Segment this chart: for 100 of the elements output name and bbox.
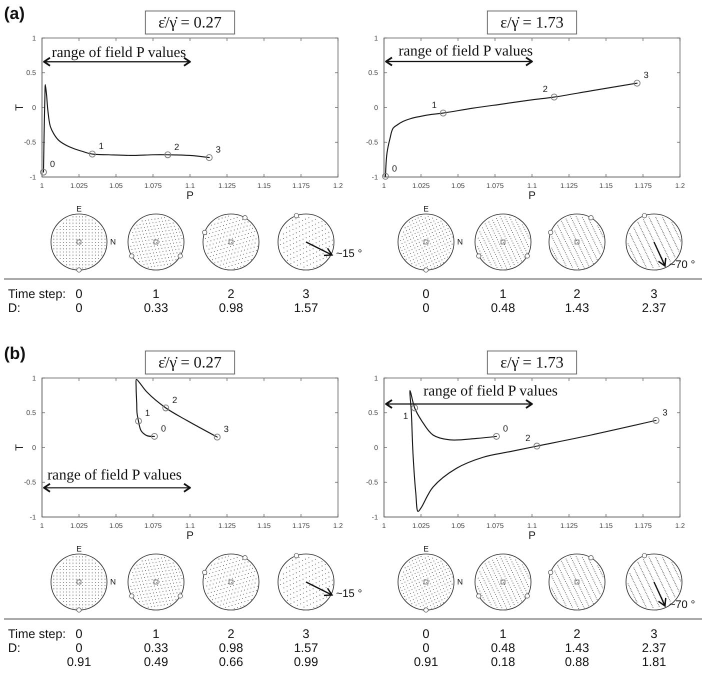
annotation: range of field P values	[423, 383, 558, 400]
text: 3	[302, 627, 310, 641]
point	[382, 172, 389, 180]
text: Time step:	[8, 627, 66, 641]
text: 0	[76, 627, 83, 641]
text: 2	[574, 287, 581, 301]
annotation: 0	[502, 423, 508, 434]
text: 1	[152, 287, 160, 301]
text: E	[423, 544, 429, 554]
annotation: 3	[644, 70, 649, 80]
annotation: 0	[392, 163, 397, 174]
annotation: range of field P values	[52, 45, 186, 62]
y-axis-title: T	[14, 104, 26, 111]
point	[40, 168, 47, 176]
x-axis-title: P	[528, 530, 536, 542]
text: 3	[650, 627, 658, 641]
text: N	[110, 578, 116, 586]
text: 0	[76, 641, 83, 655]
annotation: 2	[525, 433, 530, 444]
annotation: 2	[172, 394, 178, 405]
y-axis-title: T	[14, 444, 26, 451]
annotation: 3	[216, 144, 221, 155]
text: 1.57	[294, 641, 318, 655]
text: D:	[8, 641, 20, 655]
text: 0.91	[414, 655, 438, 669]
text: 0.91	[66, 655, 92, 669]
text: 0.18	[490, 655, 516, 669]
text: 0.48	[490, 641, 516, 655]
point	[164, 151, 172, 158]
text: 1.43	[564, 641, 590, 655]
line-series	[384, 82, 638, 177]
text: ~70 °	[669, 259, 696, 271]
point	[411, 404, 418, 412]
text: 0	[76, 301, 83, 315]
text: 0	[422, 301, 430, 315]
point	[135, 418, 142, 425]
point	[533, 442, 540, 450]
text: 3	[302, 287, 310, 301]
text: N	[110, 238, 116, 246]
text: E	[76, 204, 82, 214]
text: 0.98	[218, 641, 244, 655]
annotation: 3	[224, 424, 229, 434]
text: 0.66	[218, 655, 244, 669]
point	[206, 154, 213, 161]
text: 1.81	[642, 655, 666, 669]
text: 2	[574, 627, 581, 641]
text: 2.37	[642, 641, 666, 655]
text: 3	[650, 287, 658, 301]
annotation: 1	[403, 410, 408, 421]
chart-title: ε/γ̇ = 1.73	[500, 354, 564, 372]
text: E	[76, 544, 82, 554]
text: N	[457, 578, 464, 586]
point	[493, 432, 500, 440]
annotation: range of field P values	[47, 467, 182, 484]
point	[634, 80, 641, 87]
text: 2	[228, 627, 235, 641]
text: ~70 °	[669, 599, 696, 611]
point	[652, 416, 660, 424]
line-series	[135, 378, 218, 438]
text: 1	[500, 627, 507, 641]
text: 0.88	[564, 655, 590, 669]
point	[151, 432, 158, 440]
point	[162, 404, 170, 412]
text: D:	[8, 301, 20, 315]
chart-title: ε̇/γ̇ = 0.27	[158, 14, 222, 32]
line-series	[42, 84, 210, 173]
point	[214, 434, 221, 441]
point	[88, 150, 96, 158]
x-axis-title: P	[186, 190, 194, 202]
text: (b)	[4, 344, 26, 363]
text: ~15 °	[336, 248, 362, 260]
annotation: 0	[160, 423, 166, 434]
text: 0	[76, 287, 83, 301]
annotation: 1	[432, 100, 437, 110]
text: 0.33	[144, 301, 168, 315]
text: 0	[422, 641, 430, 655]
annotation: 2	[174, 142, 180, 152]
annotation: 1	[144, 408, 150, 418]
text: 0	[422, 287, 430, 301]
text: 1	[500, 287, 507, 301]
text: 0.48	[490, 301, 516, 315]
text: N	[457, 238, 464, 246]
text: 2.37	[642, 301, 666, 315]
annotation: 3	[662, 407, 668, 418]
chart-title: ε̇/γ̇ = 0.27	[158, 354, 222, 372]
text: 0.99	[294, 655, 318, 669]
annotation: 0	[50, 159, 55, 170]
x-axis-title: P	[186, 530, 194, 542]
text: 0.49	[144, 655, 168, 669]
text: (a)	[4, 4, 25, 23]
point	[550, 94, 558, 101]
annotation: 1	[98, 141, 104, 152]
text: 1.43	[564, 301, 590, 315]
text: ~15 °	[336, 588, 362, 600]
text: 0.98	[218, 301, 244, 315]
text: 0.33	[144, 641, 168, 655]
text: 0	[422, 627, 430, 641]
x-axis-title: P	[528, 190, 536, 202]
text: 2	[228, 287, 235, 301]
annotation: 2	[542, 84, 548, 94]
